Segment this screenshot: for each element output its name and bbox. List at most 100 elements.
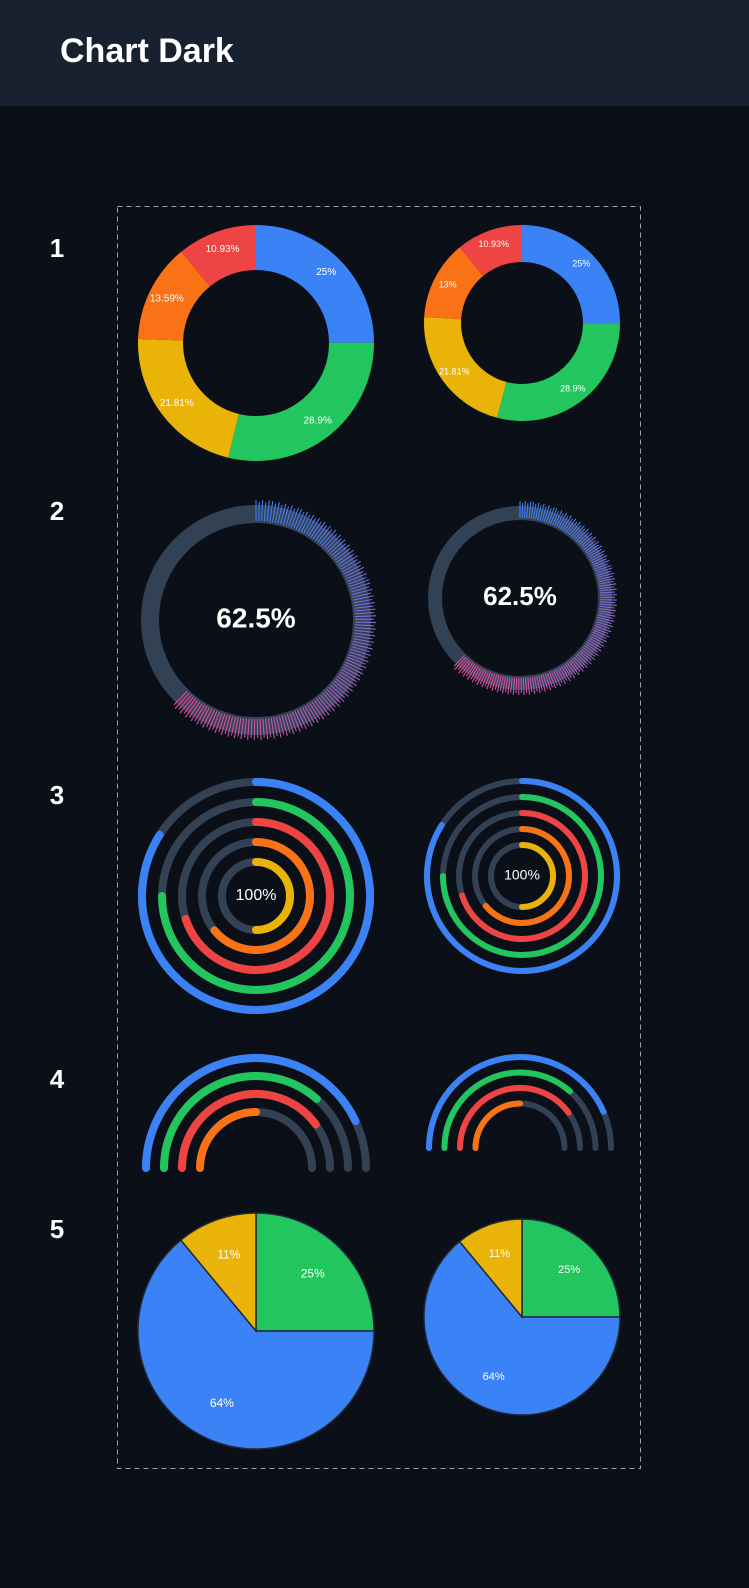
slice-label: 11%	[489, 1248, 510, 1260]
gauge-value	[173, 500, 376, 740]
gauge-tick	[587, 639, 602, 649]
gauge-tick	[553, 670, 562, 687]
gauge-tick	[214, 712, 223, 733]
gauge-tick	[554, 510, 563, 527]
gauge-tick	[540, 675, 546, 692]
semi-bar	[441, 1069, 573, 1151]
ring-bar	[181, 818, 334, 974]
gauge-tick	[267, 718, 272, 738]
gauge-tick	[595, 564, 612, 572]
gauge-tick	[599, 601, 615, 604]
gauge-tick	[515, 677, 518, 693]
gauge-tick	[284, 714, 291, 734]
ring-bar	[424, 778, 620, 974]
gauge-tick	[265, 718, 269, 740]
gauge-tick	[457, 658, 469, 671]
pie-slice	[137, 1239, 375, 1450]
gauge-tick	[491, 674, 498, 692]
gauge-tick	[347, 656, 366, 665]
slice-label: 28.9%	[303, 416, 331, 427]
gauge-tick	[337, 553, 355, 566]
gauge-tick	[353, 598, 373, 604]
gauge-tick	[543, 505, 550, 522]
gauge-tick	[348, 576, 367, 585]
slice-label: 25%	[316, 267, 336, 278]
gauge-tick	[290, 507, 300, 528]
semi-bar	[457, 1085, 572, 1151]
gauge-tick	[489, 673, 496, 689]
semi-bar	[472, 1100, 523, 1151]
ring-bar	[210, 838, 314, 954]
gauge-tick	[526, 503, 529, 519]
gauge-tick	[564, 663, 576, 679]
gauge-tick	[584, 541, 600, 552]
ring-bar	[440, 794, 604, 958]
donut-slice	[138, 339, 239, 458]
gauge-tick	[595, 567, 613, 574]
row-label: 2	[50, 496, 64, 526]
gauge-tick	[579, 650, 592, 661]
donut-slice	[228, 342, 374, 462]
gauge-tick	[598, 614, 613, 619]
slice-label: 13.59%	[150, 293, 184, 304]
gauge-tick	[340, 559, 358, 570]
gauge-tick	[319, 529, 333, 545]
gauge-tick	[345, 661, 364, 671]
gauge-tick	[310, 521, 322, 538]
gauge-tick	[599, 588, 617, 592]
gauge-tick	[353, 601, 375, 607]
gauge-tick	[470, 666, 480, 680]
slice-label: 64%	[210, 1396, 234, 1410]
gauge-tick	[598, 577, 616, 583]
gauge-tick	[551, 671, 558, 686]
gauge-tick	[599, 594, 617, 596]
gauge-tick	[336, 549, 354, 563]
slice-label: 28.9%	[560, 384, 586, 394]
row-label: 4	[50, 1064, 65, 1094]
gauge-tick	[312, 521, 326, 540]
gauge-tick	[555, 669, 563, 684]
gauge-tick	[303, 514, 315, 534]
gauge-tick	[596, 570, 612, 576]
gauge-tick	[305, 517, 317, 535]
gauge-tick	[344, 664, 364, 675]
gauge-tick	[336, 676, 354, 688]
gauge-tick	[330, 684, 346, 699]
gauge-tick	[591, 633, 607, 643]
slice-label: 13%	[439, 279, 457, 289]
gauge-tick	[297, 709, 307, 730]
gauge-tick	[273, 717, 278, 737]
gauge-tick	[202, 708, 213, 728]
slice-label: 10.93%	[206, 244, 240, 255]
gauge-tick	[466, 664, 478, 680]
gauge-tick	[559, 667, 568, 681]
semi-bar	[142, 1054, 360, 1172]
gauge-tick	[598, 612, 616, 617]
gauge-tick	[576, 653, 589, 665]
gauge-tick	[575, 528, 589, 542]
gauge-tick	[206, 709, 215, 728]
gauge-tick	[590, 635, 604, 644]
gauge-tick	[240, 718, 245, 740]
gauge-tick	[598, 580, 614, 585]
gauge-tick	[593, 559, 610, 568]
gauge-tick	[581, 648, 596, 661]
gauge-tick	[266, 500, 270, 522]
gauge-tick	[352, 595, 374, 601]
gauge-tick	[311, 701, 325, 720]
gauge-tick	[599, 586, 615, 590]
gauge-tick	[557, 668, 567, 684]
gauge-tick	[547, 507, 555, 524]
gauge-tick	[586, 641, 602, 652]
gauge-tick	[173, 690, 188, 706]
gauge-tick	[561, 515, 572, 531]
gauge-tick	[347, 572, 367, 583]
gauge-tick	[258, 502, 260, 522]
chart-frame	[117, 206, 641, 1469]
ring-bar	[482, 826, 572, 926]
gauge-tick	[583, 540, 597, 551]
gauge-tick	[208, 710, 218, 731]
gauge-tick	[286, 713, 295, 735]
gauge-tick	[262, 718, 265, 738]
